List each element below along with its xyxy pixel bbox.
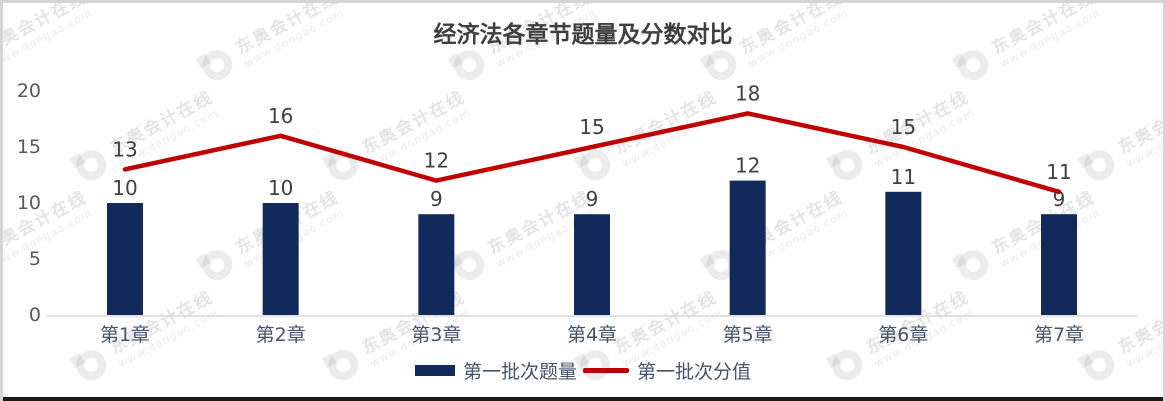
legend-label-question-count: 第一批次题量 — [462, 361, 577, 383]
line-value-label: 18 — [735, 81, 760, 105]
y-axis-tick-label: 5 — [29, 248, 41, 270]
line-value-label: 11 — [1046, 160, 1071, 184]
legend-item-question-count: 第一批次题量 — [414, 357, 577, 384]
line-series — [122, 111, 1062, 195]
bar-value-label: 11 — [891, 165, 916, 189]
y-axis-tick-label: 20 — [17, 80, 41, 102]
chart-legend: 第一批次题量 第一批次分值 — [3, 357, 1163, 384]
bar-value-label: 9 — [586, 187, 599, 211]
bar-value-label: 10 — [112, 176, 137, 200]
bar — [107, 203, 143, 315]
bar-value-label: 9 — [430, 187, 443, 211]
x-axis-category-label: 第1章 — [100, 324, 150, 346]
line-value-label: 15 — [579, 115, 604, 139]
legend-label-score: 第一批次分值 — [637, 361, 752, 383]
y-axis-tick-label: 15 — [17, 136, 41, 158]
line-value-label: 12 — [424, 149, 449, 173]
line-value-label: 15 — [891, 115, 916, 139]
bar — [574, 214, 611, 315]
x-axis-category-label: 第6章 — [878, 324, 928, 346]
bar-value-label: 10 — [268, 176, 293, 200]
x-axis-category-label: 第5章 — [723, 324, 773, 346]
bar — [262, 203, 299, 315]
line-value-label: 13 — [112, 137, 137, 161]
bar-series-swatch — [414, 365, 455, 376]
y-axis-tick-label: 0 — [29, 304, 41, 326]
bottom-edge-strip — [3, 397, 1163, 401]
x-axis-category-label: 第4章 — [567, 324, 617, 346]
x-axis-category-label: 第7章 — [1034, 324, 1084, 346]
line-series-swatch — [583, 368, 629, 373]
x-axis-category-label: 第2章 — [256, 324, 306, 346]
bar — [885, 191, 922, 315]
bar — [729, 180, 766, 315]
bar — [418, 214, 455, 315]
bar-value-label: 12 — [735, 154, 760, 178]
line-value-label: 16 — [268, 104, 293, 128]
y-axis-tick-label: 10 — [17, 192, 41, 214]
bar — [1041, 214, 1078, 315]
legend-item-score: 第一批次分值 — [583, 357, 751, 384]
x-axis-category-label: 第3章 — [411, 324, 461, 346]
chart-title: 经济法各章节题量及分数对比 — [433, 22, 733, 48]
